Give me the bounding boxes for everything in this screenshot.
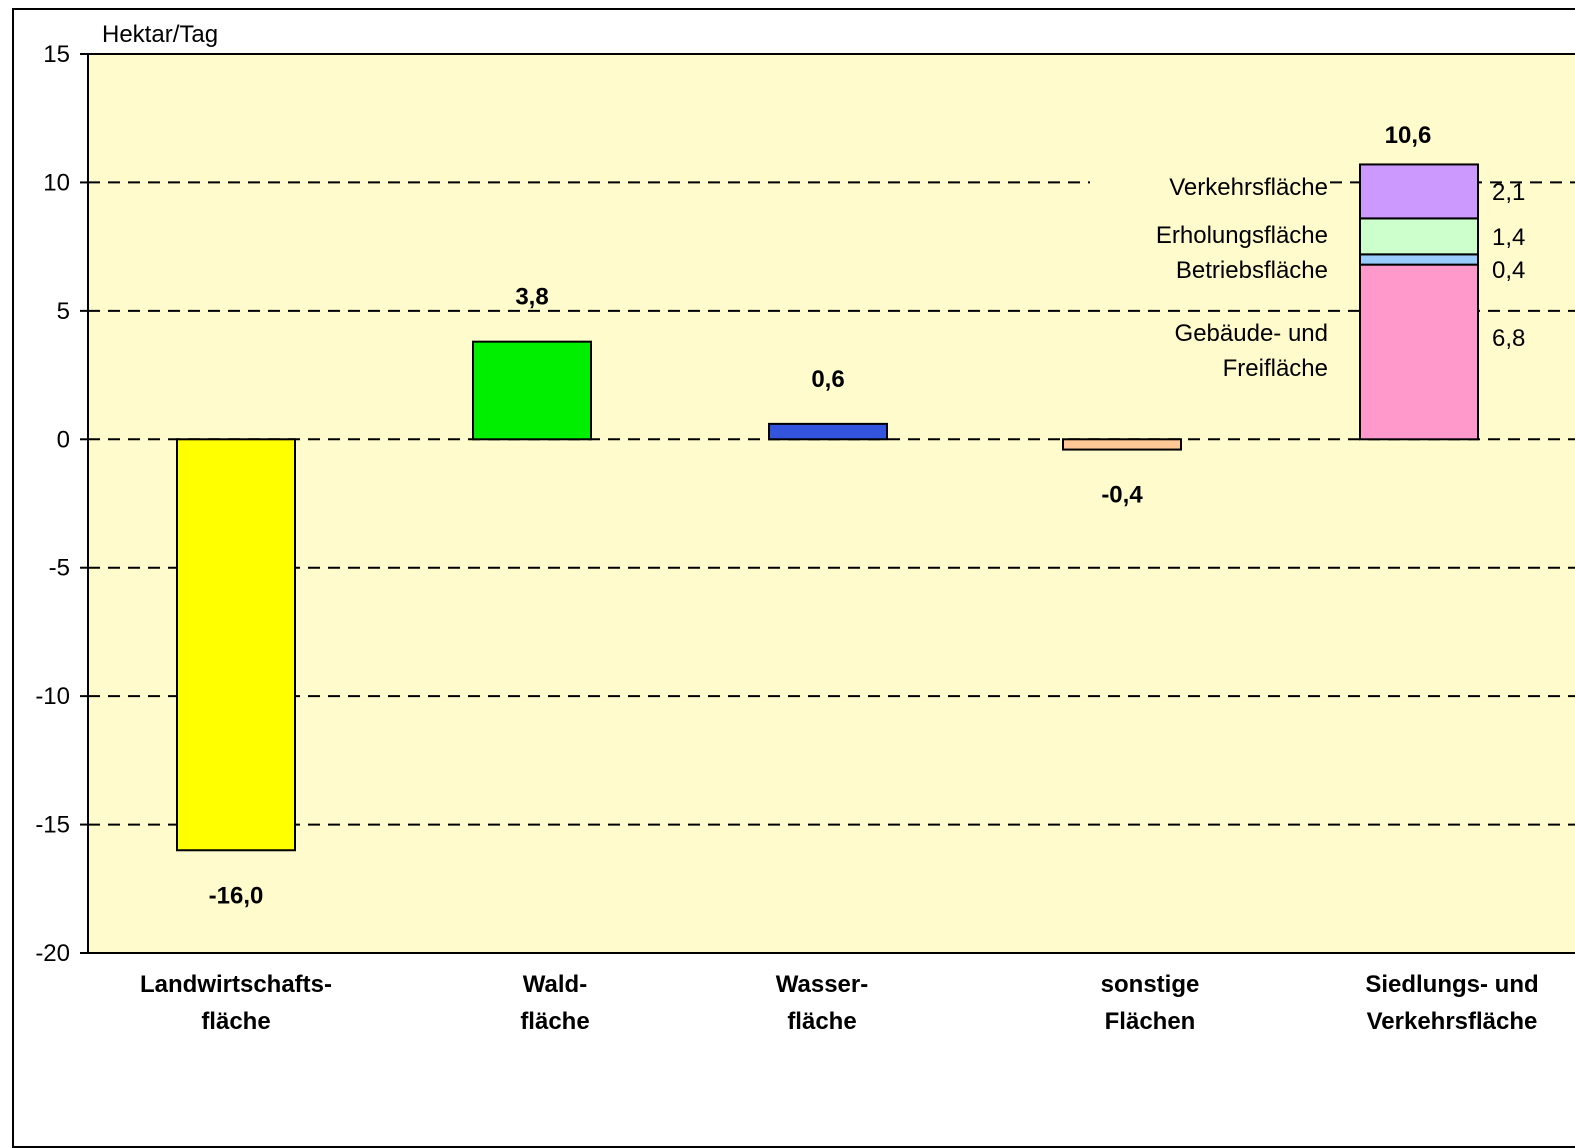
stacked-segment (1359, 263, 1479, 441)
segment-value-label: 2,1 (1492, 179, 1525, 206)
data-label: -0,4 (1101, 482, 1143, 509)
x-tick-label: sonstige (1101, 971, 1200, 998)
stacked-segment (1359, 253, 1479, 266)
x-tick-label: Landwirtschafts- (140, 971, 332, 998)
x-tick-label: Wasser- (776, 971, 868, 998)
segment-label: Erholungsfläche (1156, 222, 1328, 249)
segment-label: Gebäude- und (1175, 320, 1328, 347)
x-tick-label: Flächen (1105, 1008, 1196, 1035)
data-label: -16,0 (209, 882, 264, 909)
bar (768, 422, 888, 441)
value-labels: -16,0 3,8 0,6 -0,4 10,6 Gebäude- und Freifläch… (209, 122, 1526, 909)
stacked-segment (1359, 217, 1479, 256)
segment-value-label: 1,4 (1492, 224, 1525, 251)
bar (472, 340, 592, 441)
bars (176, 163, 1479, 852)
segment-label: Betriebsfläche (1176, 257, 1328, 284)
x-tick-label: Siedlungs- und (1365, 971, 1538, 998)
plot-area (87, 53, 1575, 954)
x-tick-label: Verkehrsfläche (1367, 1008, 1538, 1035)
segment-value-label: 6,8 (1492, 325, 1525, 352)
segment-label: Verkehrsfläche (1169, 174, 1328, 201)
data-label: 3,8 (515, 284, 548, 311)
x-tick-label: fläche (201, 1008, 270, 1035)
y-axis-title: Hektar/Tag (102, 21, 218, 48)
x-axis: Landwirtschafts-fläche Wald-fläche Wasser-… (140, 971, 1539, 1035)
x-tick-label: fläche (787, 1008, 856, 1035)
y-tick-label: 5 (57, 298, 70, 325)
bar (176, 438, 296, 852)
y-tick-label: 0 (57, 426, 70, 453)
y-tick-label: -20 (35, 940, 70, 967)
y-tick-label: -5 (49, 555, 70, 582)
segment-label: Freifläche (1223, 355, 1328, 382)
y-axis: 15 10 5 0 -5 -10 -15 -20 (35, 41, 88, 967)
stacked-segment (1359, 163, 1479, 220)
y-tick-label: -15 (35, 812, 70, 839)
x-tick-label: Wald- (523, 971, 587, 998)
y-tick-label: 10 (43, 169, 70, 196)
y-tick-label: 15 (43, 41, 70, 68)
bar (1062, 438, 1182, 451)
segment-value-label: 0,4 (1492, 257, 1525, 284)
y-tick-label: -10 (35, 683, 70, 710)
x-tick-label: fläche (520, 1008, 589, 1035)
data-label: 10,6 (1385, 122, 1432, 149)
data-label: 0,6 (811, 366, 844, 393)
